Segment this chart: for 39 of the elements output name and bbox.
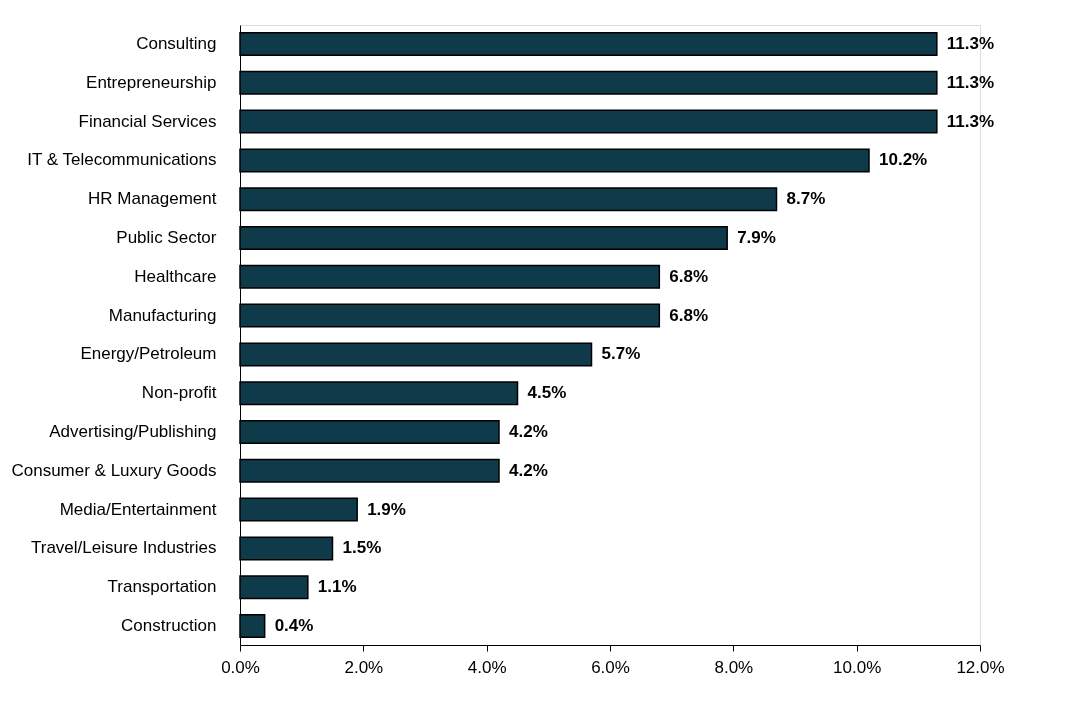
y-tick-label: Construction <box>121 615 217 635</box>
y-tick-label: IT & Telecommunications <box>27 150 217 170</box>
y-tick-label: Travel/Leisure Industries <box>30 538 217 558</box>
y-tick-label: Energy/Petroleum <box>80 344 217 364</box>
y-tick-label: Entrepreneurship <box>86 72 217 92</box>
x-tick-label: 10.0% <box>833 657 882 677</box>
x-tick-label: 8.0% <box>714 657 754 677</box>
y-tick-label: Transportation <box>107 577 217 597</box>
data-label: 11.3% <box>946 111 995 131</box>
data-label: 6.8% <box>669 305 709 325</box>
data-label: 11.3% <box>946 72 995 92</box>
y-tick-label: Non-profit <box>141 383 217 403</box>
data-label: 1.1% <box>317 577 357 597</box>
x-tick-label: 12.0% <box>956 657 1005 677</box>
data-label: 0.4% <box>274 615 314 635</box>
y-tick-label: HR Management <box>87 189 217 209</box>
y-tick-label: Media/Entertainment <box>59 499 217 519</box>
data-label: 11.3% <box>946 34 995 54</box>
data-label: 4.5% <box>527 383 567 403</box>
data-label: 10.2% <box>879 150 928 170</box>
data-label: 5.7% <box>601 344 641 364</box>
y-tick-label: Healthcare <box>134 266 217 286</box>
y-tick-label: Financial Services <box>78 111 217 131</box>
data-label: 8.7% <box>786 189 826 209</box>
data-label: 7.9% <box>737 228 776 247</box>
data-label: 1.5% <box>342 538 382 558</box>
data-label: 6.8% <box>669 266 709 286</box>
x-tick-label: 4.0% <box>467 657 507 677</box>
data-label: 4.2% <box>509 422 548 441</box>
x-tick-label: 0.0% <box>221 657 260 677</box>
x-tick-label: 2.0% <box>344 657 384 677</box>
y-tick-label: Manufacturing <box>108 305 217 325</box>
x-tick-label: 6.0% <box>591 657 630 677</box>
data-label: 1.9% <box>367 499 406 519</box>
data-label: 4.2% <box>509 460 548 480</box>
y-tick-label: Consulting <box>136 34 217 54</box>
y-tick-label: Consumer & Luxury Goods <box>11 460 217 480</box>
y-tick-label: Advertising/Publishing <box>49 422 217 441</box>
y-tick-label: Public Sector <box>116 228 217 247</box>
